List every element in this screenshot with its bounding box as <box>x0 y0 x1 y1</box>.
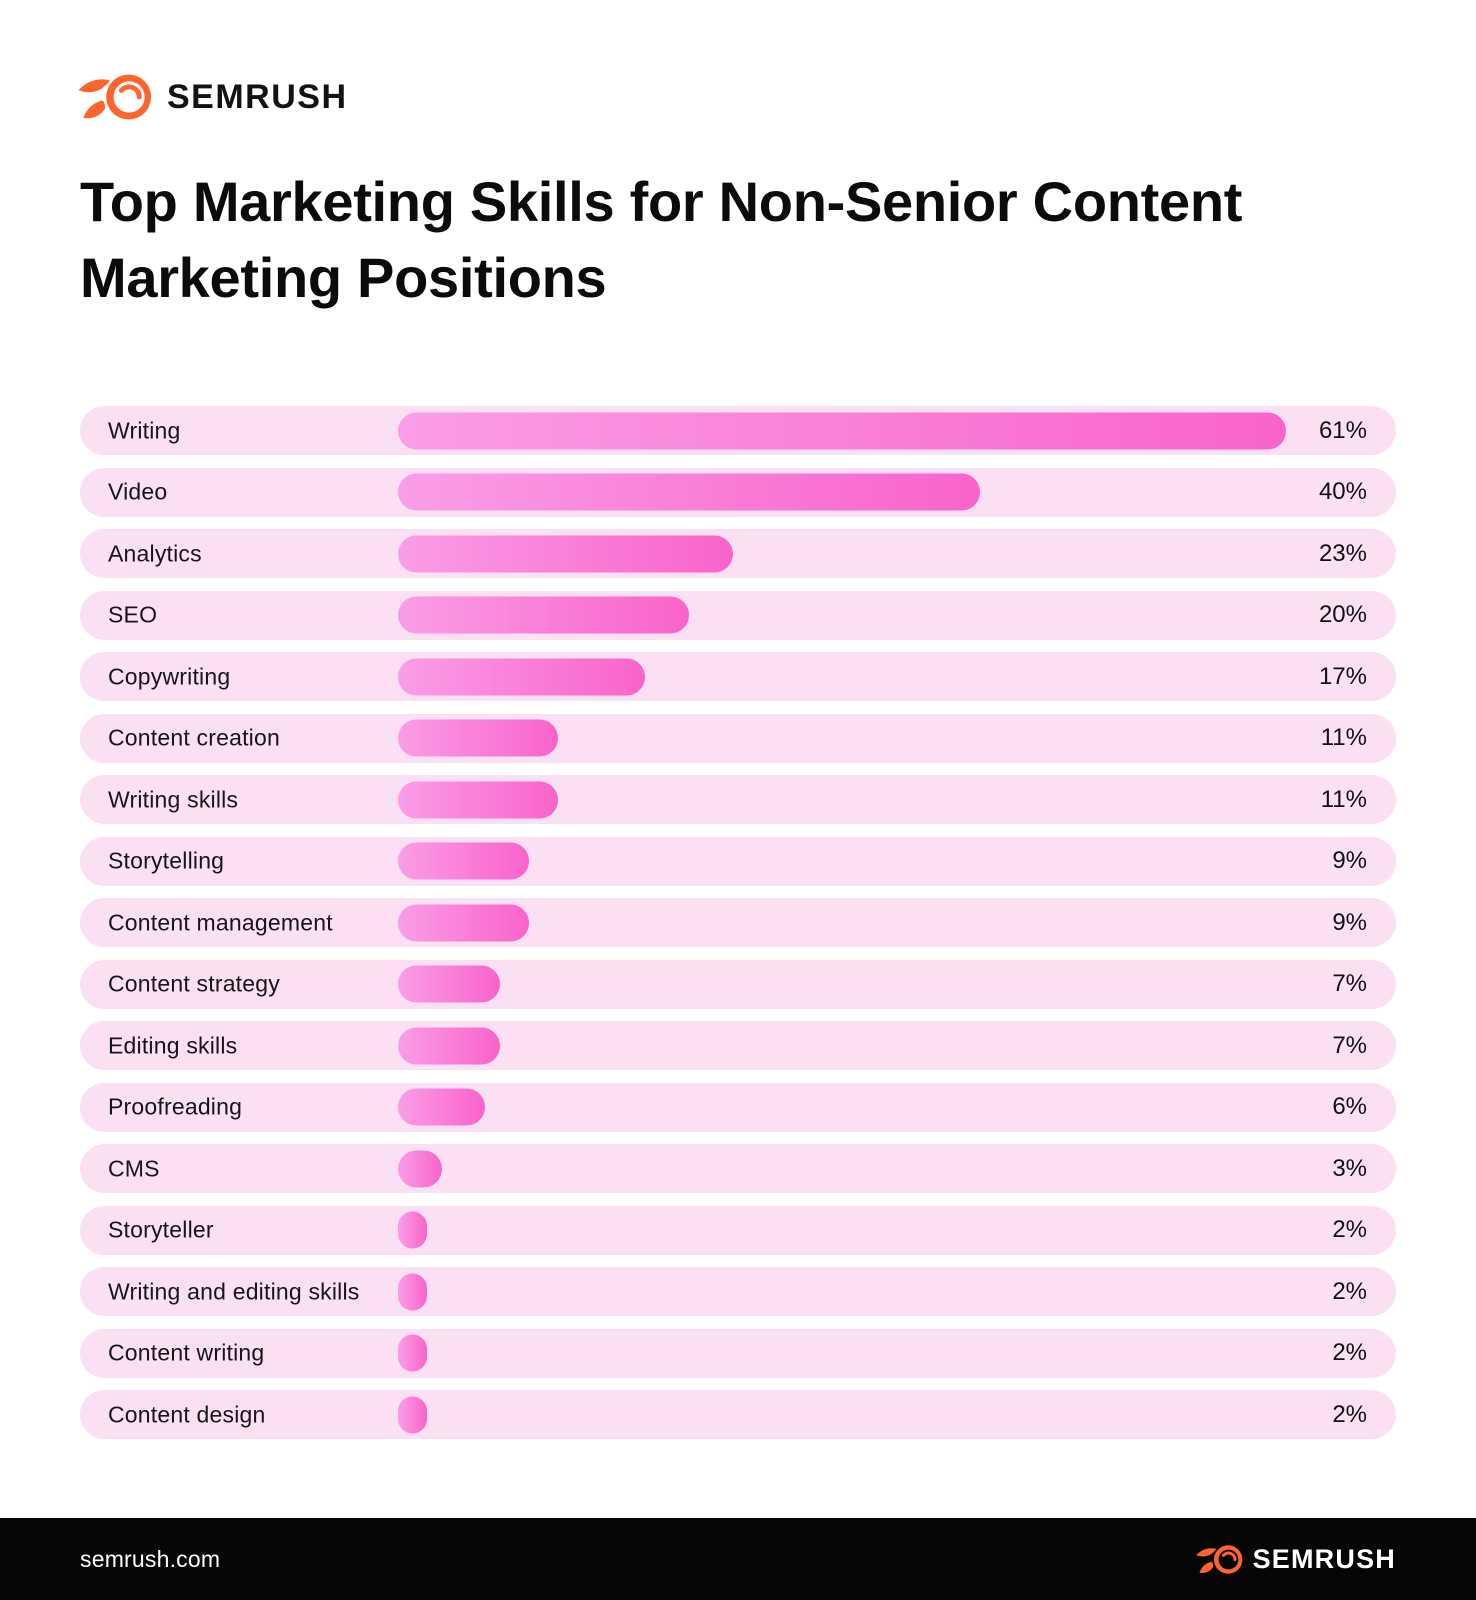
bar <box>398 965 500 1003</box>
chart-row: Content management 9% <box>80 898 1396 947</box>
skill-label: Storytelling <box>108 847 225 874</box>
chart-row: Writing and editing skills 2% <box>80 1267 1396 1316</box>
chart-row: Content writing 2% <box>80 1328 1396 1378</box>
skill-label: Editing skills <box>108 1032 238 1058</box>
value-label: 20% <box>1318 601 1367 628</box>
bar <box>398 535 733 572</box>
skill-label: Content design <box>108 1401 266 1427</box>
value-label: 17% <box>1318 662 1367 690</box>
chart-row: Content creation 11% <box>80 713 1396 763</box>
bar <box>398 781 558 818</box>
value-label: 2% <box>1332 1277 1367 1305</box>
value-label: 7% <box>1332 1031 1367 1059</box>
bar <box>398 658 645 695</box>
bar <box>398 1334 427 1372</box>
value-label: 23% <box>1318 539 1367 567</box>
skill-label: Storyteller <box>108 1216 214 1243</box>
value-label: 7% <box>1332 970 1367 997</box>
value-label: 11% <box>1320 785 1367 813</box>
chart-row: Content strategy 7% <box>80 959 1396 1009</box>
bar <box>398 412 1286 449</box>
skill-label: CMS <box>108 1155 160 1181</box>
bar <box>398 1150 442 1187</box>
chart-row: Storytelling 9% <box>80 836 1396 886</box>
skill-label: Video <box>108 478 168 505</box>
bar <box>398 904 529 941</box>
chart-row: Video 40% <box>80 467 1396 517</box>
bar <box>398 473 980 511</box>
skill-label: Analytics <box>108 540 202 566</box>
chart-row: Analytics 23% <box>80 529 1396 578</box>
skill-label: Writing and editing skills <box>108 1278 360 1304</box>
chart-row: Editing skills 7% <box>80 1021 1396 1070</box>
skill-label: Copywriting <box>108 663 231 689</box>
value-label: 2% <box>1332 1400 1367 1428</box>
bar <box>398 596 689 634</box>
value-label: 40% <box>1318 478 1367 505</box>
chart-row: Content design 2% <box>80 1390 1396 1439</box>
bar <box>398 1211 427 1249</box>
chart-row: CMS 3% <box>80 1144 1396 1193</box>
skill-label: Content writing <box>108 1339 265 1366</box>
semrush-wordmark: SEMRUSH <box>167 77 348 116</box>
bar <box>398 719 558 757</box>
footer-semrush-wordmark: SEMRUSH <box>1252 1543 1396 1574</box>
brand-header: SEMRUSH <box>78 74 348 120</box>
semrush-flame-icon <box>78 74 152 120</box>
value-label: 6% <box>1332 1093 1367 1120</box>
skill-label: SEO <box>108 601 158 628</box>
footer-site-url: semrush.com <box>80 1545 221 1572</box>
chart-row: Copywriting 17% <box>80 652 1396 701</box>
chart-row: SEO 20% <box>80 590 1396 640</box>
skill-label: Content creation <box>108 724 280 751</box>
value-label: 61% <box>1318 416 1367 444</box>
chart-row: Writing skills 11% <box>80 775 1396 824</box>
bar <box>398 1027 500 1064</box>
bar <box>398 1396 427 1433</box>
bar <box>398 842 529 880</box>
value-label: 9% <box>1332 847 1367 874</box>
footer-logo: SEMRUSH <box>1195 1543 1396 1575</box>
skill-label: Content management <box>108 909 333 935</box>
semrush-flame-icon <box>1195 1544 1242 1574</box>
bar-chart: Writing 61% Video 40% Analytics 23% SEO … <box>80 406 1396 1452</box>
chart-row: Storyteller 2% <box>80 1205 1396 1255</box>
value-label: 3% <box>1332 1154 1367 1182</box>
skill-label: Writing skills <box>108 786 239 812</box>
bar <box>398 1273 427 1310</box>
chart-row: Proofreading 6% <box>80 1082 1396 1132</box>
skill-label: Content strategy <box>108 970 280 997</box>
chart-row: Writing 61% <box>80 406 1396 455</box>
value-label: 2% <box>1332 1339 1367 1366</box>
skill-label: Proofreading <box>108 1093 243 1120</box>
bar <box>398 1088 485 1126</box>
value-label: 9% <box>1332 908 1367 936</box>
footer: semrush.com SEMRUSH <box>0 1518 1476 1600</box>
skill-label: Writing <box>108 417 181 443</box>
value-label: 11% <box>1320 724 1367 751</box>
page-title: Top Marketing Skills for Non-Senior Cont… <box>80 170 1243 309</box>
value-label: 2% <box>1332 1216 1367 1243</box>
